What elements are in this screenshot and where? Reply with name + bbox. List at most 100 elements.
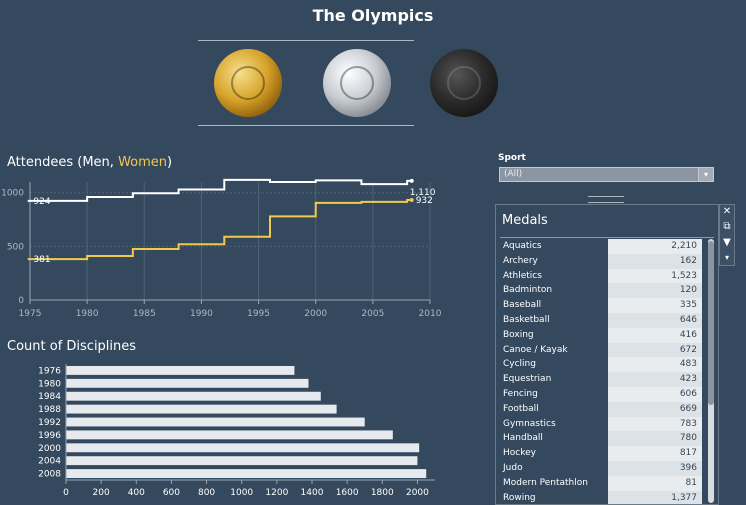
bar-category-label: 1980 xyxy=(38,379,61,389)
medal-row-count: 646 xyxy=(608,312,702,328)
medal-row-count: 396 xyxy=(608,460,702,476)
women-end-point xyxy=(409,198,414,203)
medal-row-count: 783 xyxy=(608,416,702,432)
medal-row[interactable]: Fencing 606 xyxy=(496,386,718,402)
x-tick-label: 1800 xyxy=(371,488,394,498)
medal-row[interactable]: Cycling 483 xyxy=(496,357,718,373)
bar-category-label: 1976 xyxy=(38,366,61,376)
medal-row[interactable]: Aquatics 2,210 xyxy=(496,239,718,254)
men-end-label: 1,110 xyxy=(410,188,436,198)
bar-category-label: 2000 xyxy=(38,444,61,454)
women-start-label: 381 xyxy=(33,255,50,265)
medal-row-count: 483 xyxy=(608,357,702,373)
bronze-medal-image xyxy=(430,49,498,117)
medals-panel-divider xyxy=(500,237,714,238)
medal-row[interactable]: Basketball 646 xyxy=(496,312,718,328)
medal-row[interactable]: Baseball 335 xyxy=(496,298,718,313)
bar xyxy=(66,443,420,453)
x-tick-label: 600 xyxy=(163,488,180,498)
legend-women[interactable]: Women xyxy=(118,155,168,170)
y-tick-label: 0 xyxy=(18,296,24,306)
bar xyxy=(66,378,309,388)
medal-row-sport: Gymnastics xyxy=(503,418,556,429)
dropdown-icon[interactable]: ▾ xyxy=(724,253,729,262)
attendees-line-chart[interactable]: 1975 1980 1985 1990 1995 2000 2005 2010 0 500 1000… xyxy=(0,172,450,328)
silver-medal-image xyxy=(323,49,391,117)
medal-row-sport: Hockey xyxy=(503,448,536,459)
medal-row[interactable]: Gymnastics 783 xyxy=(496,416,718,432)
medal-row-count: 817 xyxy=(608,446,702,461)
medal-row[interactable]: Rowing 1,377 xyxy=(496,490,718,504)
x-tick-label: 2000 xyxy=(406,488,429,498)
men-end-point xyxy=(409,178,414,183)
x-tick-label: 1995 xyxy=(247,309,270,319)
medal-row[interactable]: Judo 396 xyxy=(496,460,718,476)
medal-row-count: 81 xyxy=(608,475,702,491)
medal-row[interactable]: Football 669 xyxy=(496,401,718,417)
x-tick-label: 2010 xyxy=(419,309,442,319)
medal-row-sport: Basketball xyxy=(503,314,550,325)
y-tick-label: 1000 xyxy=(1,189,24,199)
medal-row-sport: Judo xyxy=(503,462,523,473)
bar-category-label: 1984 xyxy=(38,392,61,402)
medal-row-count: 416 xyxy=(608,327,702,343)
attendees-title-sep: , xyxy=(109,155,119,170)
sport-filter-dropdown[interactable]: (All) ▾ xyxy=(499,167,714,182)
medal-row[interactable]: Canoe / Kayak 672 xyxy=(496,342,718,358)
medal-row-sport: Rowing xyxy=(503,492,536,503)
popout-icon[interactable]: ⧉ xyxy=(723,221,731,232)
medal-row-count: 780 xyxy=(608,431,702,447)
legend-men[interactable]: Men xyxy=(82,155,110,170)
medal-row-sport: Cycling xyxy=(503,359,536,370)
medals-table: Aquatics 2,210 Archery 162 Athletics 1,523 Bad… xyxy=(496,239,718,504)
attendees-title: Attendees (Men, Women) xyxy=(7,155,172,170)
women-end-label: 932 xyxy=(416,196,433,206)
title-rule-bottom xyxy=(198,125,414,126)
x-tick-label: 1000 xyxy=(230,488,253,498)
chevron-down-icon[interactable]: ▾ xyxy=(698,168,713,181)
medal-row[interactable]: Boxing 416 xyxy=(496,327,718,343)
medal-row-sport: Archery xyxy=(503,255,538,266)
medals-scrollbar-thumb[interactable] xyxy=(708,241,714,405)
medal-row-count: 606 xyxy=(608,386,702,402)
medal-row-sport: Badminton xyxy=(503,285,553,296)
medal-row-sport: Boxing xyxy=(503,329,534,340)
medals-panel-title: Medals xyxy=(502,213,548,228)
medal-row[interactable]: Hockey 817 xyxy=(496,446,718,461)
medal-row-sport: Athletics xyxy=(503,270,542,281)
bar xyxy=(66,469,427,478)
close-icon[interactable]: ✕ xyxy=(722,206,732,217)
bar-category-label: 2008 xyxy=(38,470,61,480)
x-tick-label: 400 xyxy=(128,488,145,498)
x-tick-label: 1980 xyxy=(76,309,99,319)
medal-row-sport: Fencing xyxy=(503,388,538,399)
x-tick-label: 0 xyxy=(63,488,69,498)
medal-row-count: 1,377 xyxy=(608,490,702,504)
attendees-title-suffix: ) xyxy=(167,155,173,170)
panel-toolbar: ✕ ⧉ ▼ ▾ xyxy=(719,204,735,266)
x-tick-label: 2005 xyxy=(361,309,384,319)
resize-handle[interactable] xyxy=(588,196,624,203)
filter-icon[interactable]: ▼ xyxy=(723,237,731,248)
x-tick-label: 2000 xyxy=(304,309,327,319)
medal-row-sport: Aquatics xyxy=(503,241,542,251)
x-tick-label: 1400 xyxy=(301,488,324,498)
medal-row[interactable]: Athletics 1,523 xyxy=(496,268,718,284)
medal-row[interactable]: Archery 162 xyxy=(496,253,718,269)
medal-row[interactable]: Handball 780 xyxy=(496,431,718,447)
medal-row[interactable]: Modern Pentathlon 81 xyxy=(496,475,718,491)
title-rule-top xyxy=(198,40,414,41)
medal-row-sport: Football xyxy=(503,403,539,414)
medal-row[interactable]: Equestrian 423 xyxy=(496,372,718,387)
bar-category-label: 1988 xyxy=(38,405,61,415)
attendees-title-prefix: Attendees ( xyxy=(7,155,83,170)
x-tick-label: 1975 xyxy=(19,309,42,319)
medal-row-sport: Modern Pentathlon xyxy=(503,477,588,488)
medal-row[interactable]: Badminton 120 xyxy=(496,283,718,299)
men-start-label: 924 xyxy=(33,197,50,207)
bar xyxy=(66,391,321,401)
men-series-line xyxy=(27,178,412,202)
medal-row-count: 2,210 xyxy=(608,239,702,254)
medal-row-count: 423 xyxy=(608,372,702,387)
